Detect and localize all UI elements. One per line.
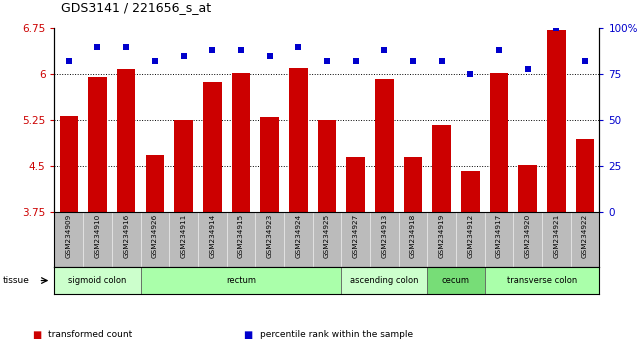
Text: GSM234912: GSM234912 (467, 214, 473, 258)
Bar (519, 165, 537, 212)
Text: sigmoid colon: sigmoid colon (69, 276, 127, 285)
Bar (547, 30, 565, 212)
Text: tissue: tissue (3, 276, 30, 285)
Point (265, 53, 275, 59)
Point (437, 59, 447, 64)
Text: transverse colon: transverse colon (507, 276, 577, 285)
Bar (576, 139, 594, 212)
Text: GSM234923: GSM234923 (267, 214, 272, 258)
Text: GSM234920: GSM234920 (524, 214, 531, 258)
Point (293, 44, 303, 50)
Text: GSM234909: GSM234909 (66, 214, 72, 258)
Text: GSM234924: GSM234924 (296, 214, 301, 258)
Bar (203, 82, 222, 212)
Bar (375, 79, 394, 212)
Bar (341, 267, 428, 294)
Text: GSM234922: GSM234922 (582, 214, 588, 258)
Point (121, 44, 131, 50)
Text: GSM234926: GSM234926 (152, 214, 158, 258)
Bar (88, 78, 107, 212)
Bar (317, 120, 337, 212)
Text: GSM234925: GSM234925 (324, 214, 330, 258)
Bar (174, 120, 193, 212)
Point (351, 59, 361, 64)
Text: transformed count: transformed count (48, 330, 132, 339)
Text: GSM234917: GSM234917 (496, 214, 502, 258)
Bar (404, 157, 422, 212)
Bar (146, 155, 164, 212)
Bar (140, 267, 341, 294)
Bar (60, 116, 78, 212)
Text: rectum: rectum (226, 276, 256, 285)
Bar (461, 171, 479, 212)
Text: ■: ■ (32, 330, 41, 339)
Text: GSM234914: GSM234914 (209, 214, 215, 258)
Text: GSM234916: GSM234916 (123, 214, 129, 258)
Point (178, 53, 188, 59)
Bar (231, 73, 250, 212)
Text: ■: ■ (244, 330, 253, 339)
Point (465, 72, 476, 77)
Point (207, 47, 217, 53)
Text: ascending colon: ascending colon (350, 276, 419, 285)
Text: GSM234921: GSM234921 (553, 214, 560, 258)
Point (63, 59, 74, 64)
Point (92, 44, 103, 50)
Bar (485, 267, 599, 294)
Text: GSM234919: GSM234919 (438, 214, 445, 258)
Bar (428, 267, 485, 294)
Text: GDS3141 / 221656_s_at: GDS3141 / 221656_s_at (61, 1, 211, 14)
Bar (54, 267, 140, 294)
Text: GSM234927: GSM234927 (353, 214, 358, 258)
Text: percentile rank within the sample: percentile rank within the sample (260, 330, 413, 339)
Point (551, 25, 562, 31)
Text: GSM234918: GSM234918 (410, 214, 416, 258)
Bar (346, 157, 365, 212)
Point (379, 47, 389, 53)
Point (408, 59, 418, 64)
Text: GSM234911: GSM234911 (181, 214, 187, 258)
Point (580, 59, 590, 64)
Point (322, 59, 332, 64)
Bar (117, 69, 135, 212)
Text: GSM234910: GSM234910 (94, 214, 101, 258)
Text: cecum: cecum (442, 276, 470, 285)
Point (236, 47, 246, 53)
Text: GSM234913: GSM234913 (381, 214, 387, 258)
Text: GSM234915: GSM234915 (238, 214, 244, 258)
Bar (289, 68, 308, 212)
Point (150, 59, 160, 64)
Bar (260, 117, 279, 212)
Bar (490, 73, 508, 212)
Point (494, 47, 504, 53)
Point (522, 66, 533, 72)
Bar (432, 125, 451, 212)
